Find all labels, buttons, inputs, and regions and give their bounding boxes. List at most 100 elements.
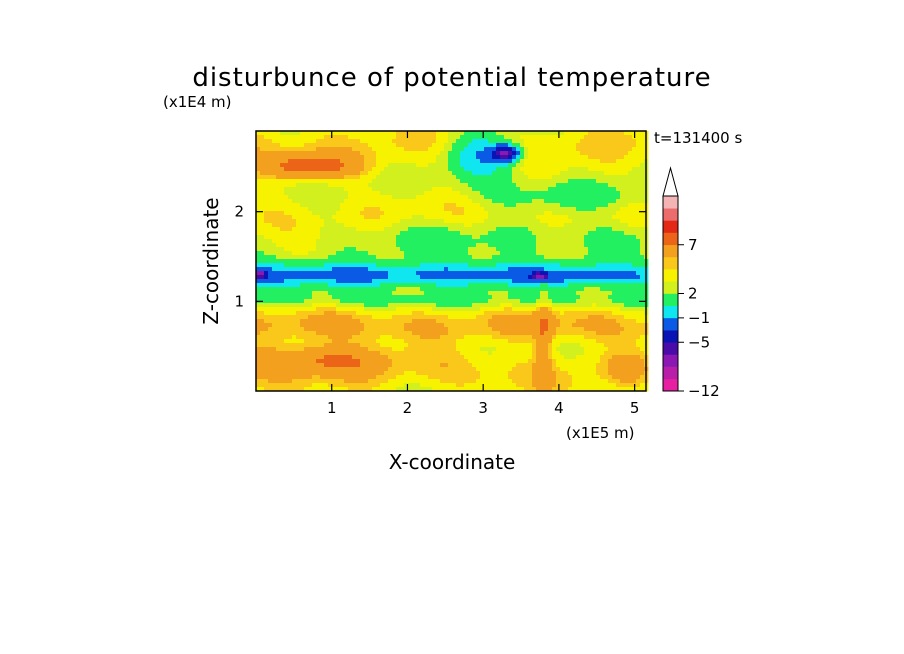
contour-cell — [604, 183, 609, 188]
contour-cell — [556, 191, 561, 196]
contour-cell — [512, 287, 517, 292]
contour-cell — [600, 151, 605, 156]
contour-cell — [320, 203, 325, 208]
contour-cell — [260, 331, 265, 336]
contour-cell — [264, 235, 269, 240]
contour-cell — [424, 271, 429, 276]
contour-cell — [320, 139, 325, 144]
contour-cell — [580, 171, 585, 176]
contour-cell — [452, 191, 457, 196]
contour-cell — [372, 299, 377, 304]
contour-cell — [320, 231, 325, 236]
contour-cell — [624, 179, 629, 184]
contour-cell — [312, 151, 317, 156]
contour-cell — [412, 255, 417, 260]
contour-cell — [436, 211, 441, 216]
contour-cell — [592, 223, 597, 228]
contour-cell — [288, 131, 293, 136]
contour-cell — [436, 303, 441, 308]
contour-cell — [440, 235, 445, 240]
contour-cell — [544, 239, 549, 244]
contour-cell — [548, 279, 553, 284]
contour-cell — [548, 183, 553, 188]
contour-cell — [432, 199, 437, 204]
contour-cell — [388, 179, 393, 184]
contour-cell — [504, 279, 509, 284]
contour-cell — [476, 271, 481, 276]
contour-cell — [268, 275, 273, 280]
contour-cell — [288, 147, 293, 152]
contour-cell — [396, 267, 401, 272]
contour-cell — [344, 323, 349, 328]
contour-cell — [360, 283, 365, 288]
contour-cell — [476, 175, 481, 180]
contour-cell — [544, 179, 549, 184]
contour-cell — [328, 171, 333, 176]
contour-cell — [332, 271, 337, 276]
contour-cell — [492, 303, 497, 308]
contour-cell — [596, 151, 601, 156]
contour-cell — [368, 159, 373, 164]
contour-cell — [564, 235, 569, 240]
contour-cell — [616, 247, 621, 252]
contour-cell — [372, 287, 377, 292]
contour-cell — [280, 207, 285, 212]
contour-cell — [304, 307, 309, 312]
contour-cell — [416, 223, 421, 228]
contour-cell — [640, 211, 645, 216]
contour-cell — [612, 151, 617, 156]
contour-cell — [632, 327, 637, 332]
contour-cell — [484, 315, 489, 320]
contour-cell — [524, 283, 529, 288]
contour-cell — [612, 183, 617, 188]
contour-cell — [616, 175, 621, 180]
contour-cell — [548, 275, 553, 280]
contour-cell — [280, 151, 285, 156]
contour-cell — [616, 183, 621, 188]
contour-cell — [384, 287, 389, 292]
contour-cell — [324, 247, 329, 252]
contour-cell — [496, 183, 501, 188]
contour-cell — [424, 283, 429, 288]
contour-cell — [340, 219, 345, 224]
contour-cell — [420, 295, 425, 300]
contour-cell — [256, 167, 261, 172]
contour-cell — [500, 259, 505, 264]
contour-cell — [628, 323, 633, 328]
contour-cell — [340, 279, 345, 284]
contour-cell — [428, 191, 433, 196]
contour-cell — [548, 263, 553, 268]
contour-cell — [576, 275, 581, 280]
contour-cell — [496, 299, 501, 304]
contour-cell — [340, 303, 345, 308]
contour-cell — [304, 195, 309, 200]
contour-cell — [348, 135, 353, 140]
contour-cell — [276, 283, 281, 288]
contour-cell — [400, 155, 405, 160]
contour-cell — [420, 303, 425, 308]
contour-cell — [440, 299, 445, 304]
contour-cell — [460, 159, 465, 164]
contour-cell — [260, 251, 265, 256]
contour-cell — [616, 207, 621, 212]
contour-cell — [284, 223, 289, 228]
contour-cell — [416, 199, 421, 204]
contour-cell — [280, 163, 285, 168]
contour-cell — [428, 259, 433, 264]
contour-cell — [508, 255, 513, 260]
contour-cell — [336, 271, 341, 276]
contour-cell — [316, 263, 321, 268]
contour-cell — [320, 323, 325, 328]
contour-cell — [608, 235, 613, 240]
contour-cell — [324, 211, 329, 216]
contour-cell — [504, 227, 509, 232]
contour-cell — [384, 227, 389, 232]
contour-cell — [608, 275, 613, 280]
contour-cell — [576, 239, 581, 244]
contour-cell — [276, 139, 281, 144]
contour-cell — [444, 131, 449, 136]
contour-cell — [384, 247, 389, 252]
contour-cell — [492, 295, 497, 300]
contour-cell — [256, 283, 261, 288]
contour-cell — [400, 331, 405, 336]
